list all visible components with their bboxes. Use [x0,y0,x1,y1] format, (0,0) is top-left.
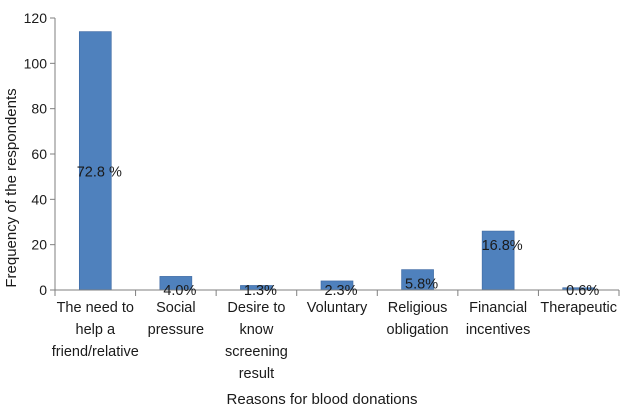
y-tick-label: 120 [24,10,48,26]
y-tick-label: 0 [39,282,47,298]
data-labels-group: 72.8 % 4.0% 1.3% 2.3% 5.8% 16.8% 0.6% [77,164,600,299]
x-category-label: Financial [469,300,527,316]
bars-group [78,31,596,291]
x-category-label: result [239,366,274,382]
x-category-label: Therapeutic [540,300,617,316]
x-category-label: The need to [57,300,134,316]
y-tick-label: 100 [24,55,48,71]
x-category-label: pressure [148,322,204,338]
x-category-label: screening [225,344,288,360]
data-label: 4.0% [163,283,196,299]
x-category-label: incentives [466,322,530,338]
data-label: 72.8 % [77,164,122,180]
x-axis-title: Reasons for blood donations [227,391,418,408]
x-category-label: help a [76,322,116,338]
x-category-label: obligation [387,322,449,338]
data-label: 5.8% [405,277,438,293]
y-tick-label: 60 [31,146,47,162]
data-label: 16.8% [482,238,523,254]
x-category-label: know [239,322,273,338]
x-category-label: friend/relative [52,344,139,360]
y-ticks-group: 0 20 40 60 80 100 120 [24,10,55,298]
bar [481,230,515,291]
x-category-label: Voluntary [307,300,368,316]
x-category-label: Social [156,300,196,316]
y-axis-title: Frequency of the respondents [3,88,20,287]
x-category-label: Religious [388,300,448,316]
data-label: 2.3% [324,283,357,299]
bar [78,31,112,291]
axes-group [54,18,620,296]
x-category-label: Desire to [227,300,285,316]
y-tick-label: 80 [31,101,47,117]
data-label: 0.6% [566,283,599,299]
y-tick-label: 20 [31,237,47,253]
x-category-labels: The need to help a friend/relative Social pr… [52,300,617,382]
y-tick-label: 40 [31,191,47,207]
data-label: 1.3% [244,283,277,299]
